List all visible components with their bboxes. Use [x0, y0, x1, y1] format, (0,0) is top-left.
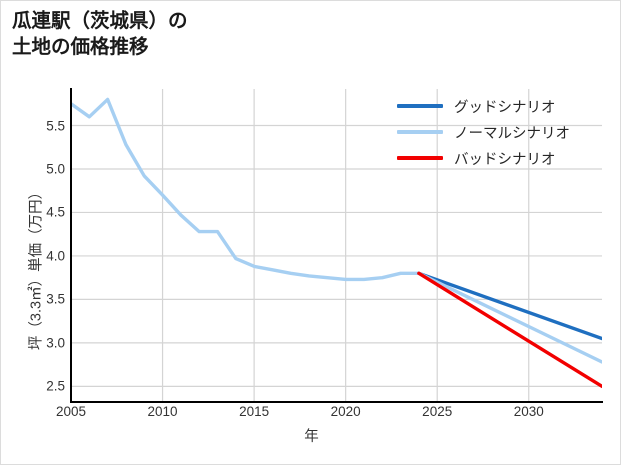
y-axis-label: 坪（3.3㎡）単価（万円）: [28, 184, 45, 351]
x-axis-tick-label: 2010: [147, 404, 178, 419]
legend-swatch-icon: [397, 104, 443, 108]
y-axis-tick-label: 2.5: [46, 378, 65, 394]
chart-title: 瓜連駅（茨城県）の 土地の価格推移: [12, 10, 188, 58]
legend-swatch-icon: [397, 156, 443, 160]
y-axis-tick-labels: 2.5 3.0 3.5 4.0 4.5 5.0 5.5: [1, 1, 65, 464]
series-line-ノーマルシナリオ: [417, 271, 602, 364]
chart-legend: グッドシナリオ ノーマルシナリオ バッドシナリオ: [397, 93, 612, 171]
legend-swatch-icon: [397, 130, 443, 134]
series-line-実績（履歴）: [71, 97, 421, 282]
y-axis-tick-label: 3.0: [46, 335, 65, 351]
y-axis-tick-label: 3.5: [46, 291, 65, 307]
x-axis-label: 年: [304, 429, 319, 445]
plot-area: [71, 89, 602, 402]
legend-item-1[interactable]: ノーマルシナリオ: [397, 119, 612, 145]
legend-label: バッドシナリオ: [454, 151, 556, 168]
legend-label: ノーマルシナリオ: [454, 125, 570, 142]
y-axis-tick-label: 5.5: [46, 118, 65, 134]
y-axis-tick-label: 4.0: [46, 248, 65, 264]
plot-svg: [71, 89, 602, 402]
legend-item-2[interactable]: バッドシナリオ: [397, 145, 612, 171]
x-axis-tick-label: 2025: [422, 404, 453, 419]
x-axis-tick-label: 2015: [239, 404, 270, 419]
x-axis-tick-label: 2020: [330, 404, 361, 419]
x-axis-tick-label: 2030: [513, 404, 544, 419]
x-axis-tick-label: 2005: [55, 404, 87, 419]
series-line-グッドシナリオ: [417, 271, 602, 341]
legend-item-0[interactable]: グッドシナリオ: [397, 93, 612, 119]
y-axis-spine: [70, 88, 72, 403]
series-line-バッドシナリオ: [417, 271, 602, 389]
y-axis-tick-label: 5.0: [46, 161, 65, 177]
y-axis-label-wrapper: 坪（3.3㎡）単価（万円）: [7, 97, 45, 397]
y-axis-tick-label: 4.5: [46, 204, 65, 220]
x-axis-spine: [70, 401, 603, 403]
legend-label: グッドシナリオ: [454, 99, 556, 116]
